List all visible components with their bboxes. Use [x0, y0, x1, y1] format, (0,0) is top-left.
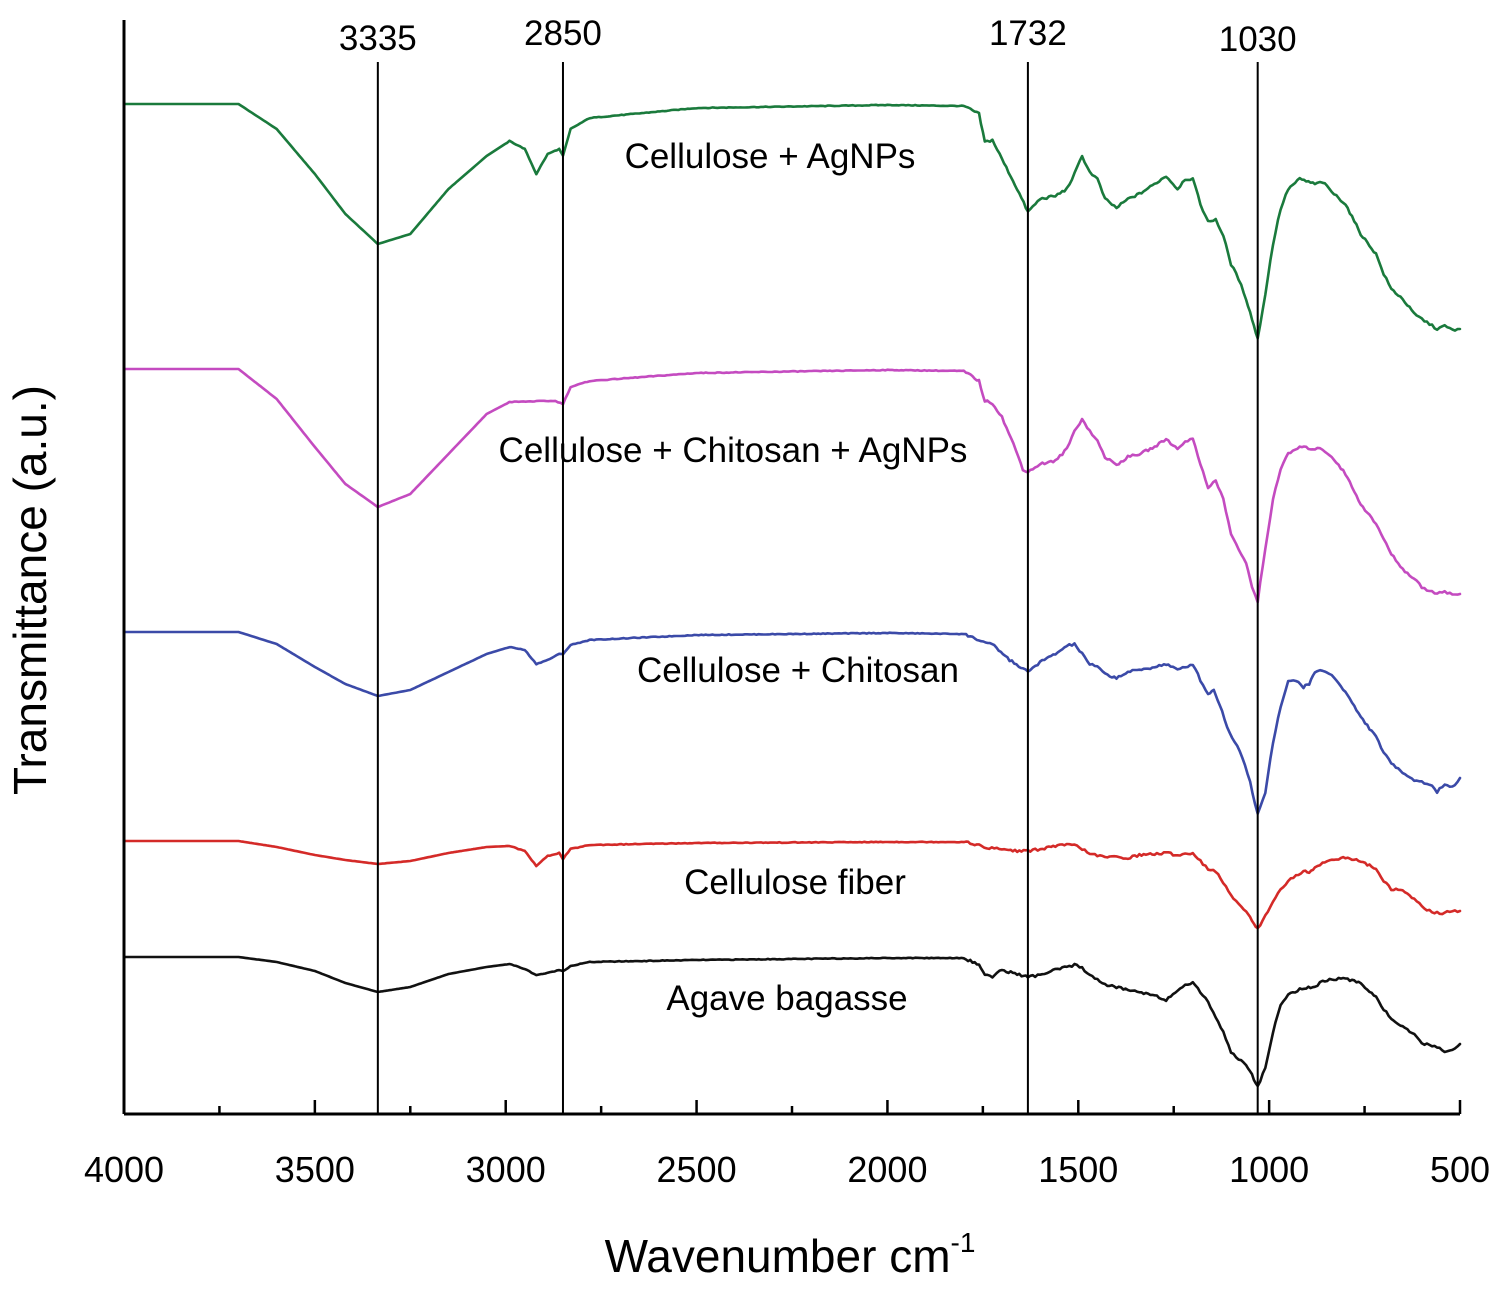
x-ticks-group: 4000 3500 3000 2500 2000 1500 1000 500	[84, 1100, 1490, 1190]
x-tick-label-4000: 4000	[84, 1149, 164, 1190]
series-label-cellulose-agnps: Cellulose + AgNPs	[625, 137, 916, 176]
x-tick-label-3000: 3000	[466, 1149, 546, 1190]
x-axis-title-superscript: -1	[951, 1227, 976, 1258]
series-label-cellulose-chitosan-agnps: Cellulose + Chitosan + AgNPs	[499, 431, 968, 470]
trace-cellulose-agnps	[122, 102, 1462, 340]
series-labels-group: Cellulose + AgNPs Cellulose + Chitosan + …	[499, 137, 968, 1018]
trace-cellulose-chitosan	[122, 630, 1462, 815]
series-label-cellulose-fiber: Cellulose fiber	[684, 863, 906, 902]
trace-cellulose-chitosan-agnps	[122, 367, 1462, 604]
series-label-agave-bagasse: Agave bagasse	[666, 979, 907, 1018]
reference-label-2850: 2850	[524, 14, 602, 53]
reference-lines-group: 3335 2850 1732 1030	[339, 14, 1297, 1114]
spectra-group	[122, 102, 1462, 1088]
x-tick-label-1500: 1500	[1038, 1149, 1118, 1190]
reference-label-3335: 3335	[339, 19, 417, 58]
x-tick-label-1000: 1000	[1229, 1149, 1309, 1190]
reference-label-1030: 1030	[1219, 20, 1297, 59]
trace-agave-bagasse	[122, 955, 1462, 1088]
y-axis-title: Transmittance (a.u.)	[4, 385, 56, 795]
x-tick-label-2500: 2500	[657, 1149, 737, 1190]
x-tick-label-3500: 3500	[275, 1149, 355, 1190]
x-tick-label-500: 500	[1430, 1149, 1490, 1190]
reference-label-1732: 1732	[989, 14, 1067, 53]
series-label-cellulose-chitosan: Cellulose + Chitosan	[637, 651, 959, 690]
axes-group	[122, 20, 1460, 1116]
x-axis-title-text: Wavenumber cm	[605, 1230, 951, 1282]
x-tick-label-2000: 2000	[847, 1149, 927, 1190]
trace-cellulose-fiber	[122, 839, 1462, 930]
x-axis-title: Wavenumber cm-1	[605, 1227, 976, 1282]
